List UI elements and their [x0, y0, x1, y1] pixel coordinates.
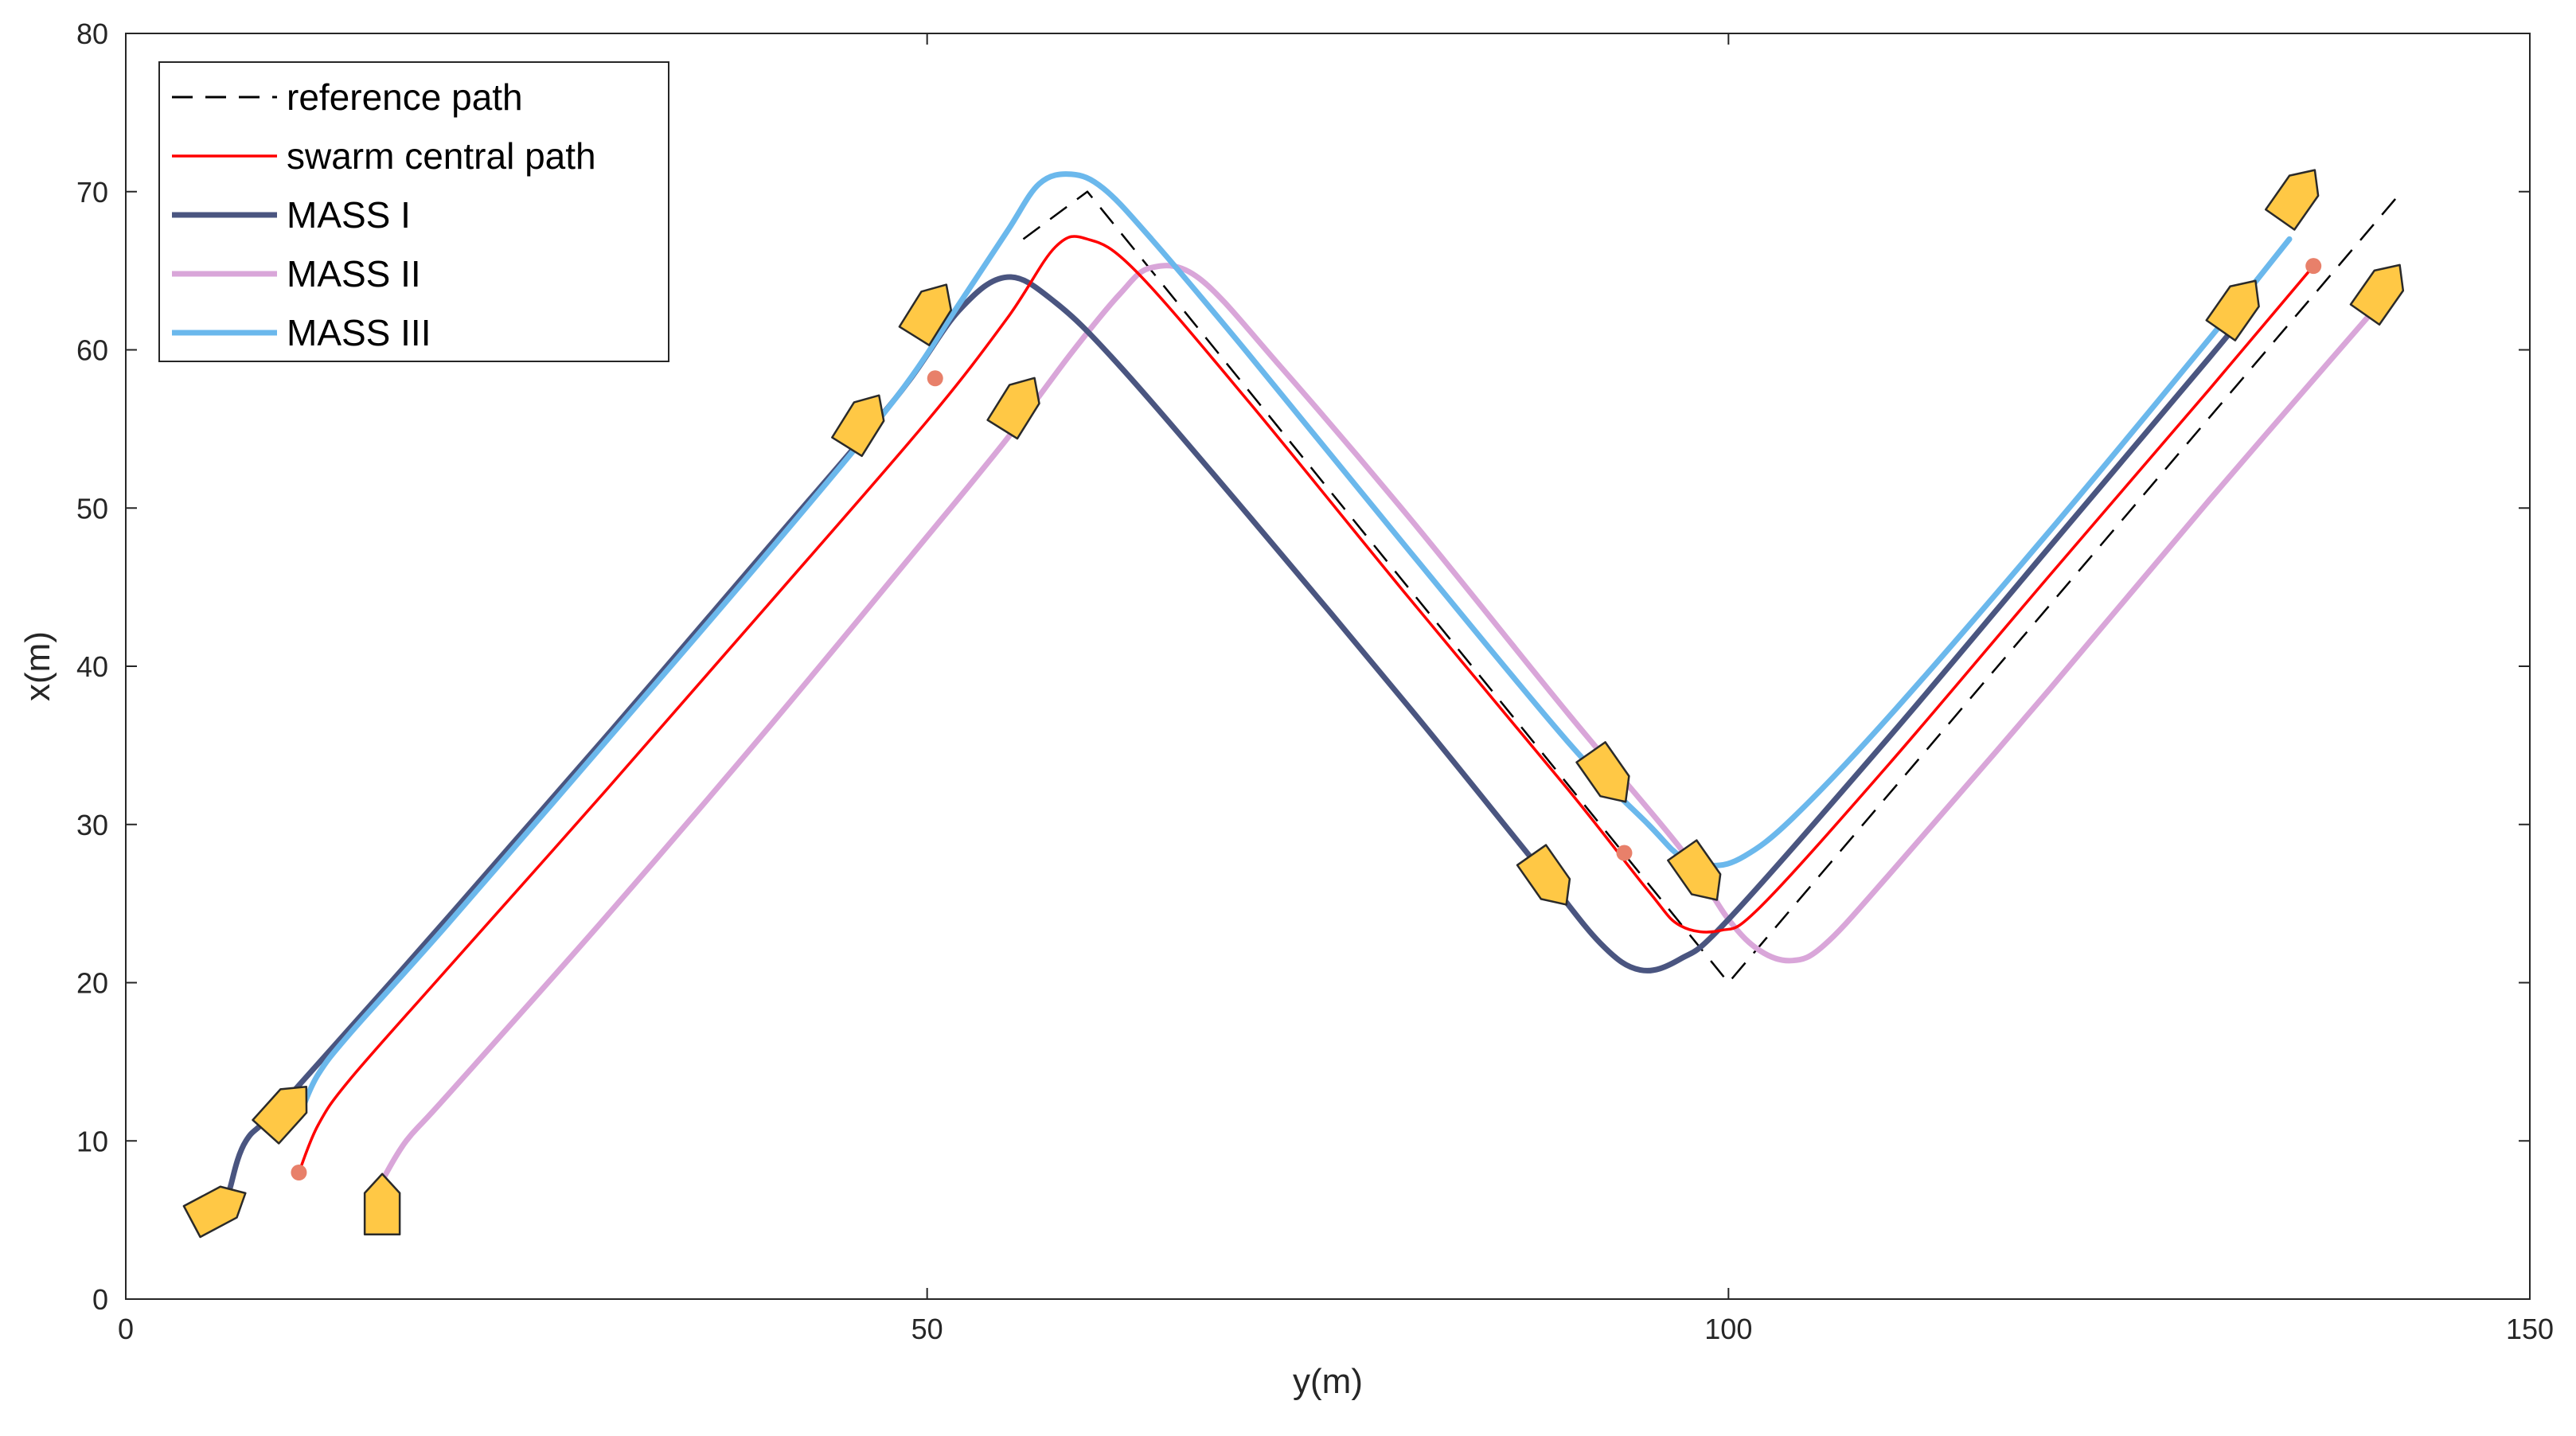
waypoint-marker — [2305, 258, 2322, 275]
legend: reference path swarm central path MASS I MA… — [158, 61, 669, 362]
y-axis-label: x(m) — [18, 631, 57, 701]
ship-icon — [2205, 279, 2260, 341]
y-tick-label: 0 — [92, 1283, 108, 1316]
y-tick-label: 60 — [76, 334, 108, 367]
ship-hull — [898, 283, 953, 346]
y-tick-label: 10 — [76, 1125, 108, 1157]
ship-icon — [1516, 844, 1571, 906]
x-tick-label: 150 — [2506, 1313, 2554, 1345]
ship-icon — [986, 377, 1040, 440]
ship-hull — [1667, 839, 1722, 901]
series-line-reference — [1022, 190, 2402, 984]
y-tick-label: 40 — [76, 650, 108, 683]
ship-hull — [831, 394, 885, 458]
ship-icon — [898, 283, 953, 346]
series-line-mass1 — [227, 274, 2245, 1192]
ship-icon — [182, 1185, 247, 1239]
y-tick-label: 30 — [76, 809, 108, 841]
ship-hull — [363, 1173, 401, 1235]
waypoint-marker — [291, 1165, 307, 1180]
ship-hull — [2349, 263, 2405, 326]
y-tick-label: 50 — [76, 492, 108, 525]
ship-icon — [1667, 839, 1722, 901]
series-line-central — [297, 235, 2315, 1174]
legend-box — [158, 61, 669, 362]
waypoint-marker — [927, 370, 943, 387]
x-tick-label: 100 — [1704, 1313, 1752, 1345]
legend-label-mass1: MASS I — [287, 194, 411, 236]
waypoint-markers — [291, 258, 2322, 1180]
x-tick-label: 0 — [118, 1313, 134, 1345]
x-axis-label: y(m) — [1293, 1362, 1363, 1401]
ship-icon — [831, 394, 885, 458]
series-line-mass3 — [299, 171, 2293, 1112]
legend-label-central: swarm central path — [287, 135, 596, 177]
ship-icon — [2349, 263, 2405, 326]
ship-hull — [1516, 844, 1571, 906]
y-tick-label: 70 — [76, 176, 108, 209]
ship-hull — [2264, 169, 2320, 231]
legend-label-mass2: MASS II — [287, 253, 421, 295]
ship-icon — [1575, 741, 1630, 803]
x-tick-label: 50 — [911, 1313, 943, 1345]
waypoint-marker — [1616, 845, 1633, 861]
ship-hull — [1575, 741, 1630, 803]
ship-icon — [252, 1086, 308, 1145]
series-line-mass2 — [379, 263, 2397, 1184]
ship-icons — [182, 169, 2405, 1239]
ship-hull — [182, 1185, 247, 1239]
ship-hull — [986, 377, 1040, 440]
ship-hull — [252, 1086, 308, 1145]
axis-ticks: 0 50 100 150 0 10 20 30 40 50 60 70 80 — [76, 18, 2554, 1345]
legend-label-mass3: MASS III — [287, 312, 431, 353]
ship-hull — [2205, 279, 2260, 341]
y-tick-label: 20 — [76, 967, 108, 1000]
series-lines — [227, 171, 2402, 1192]
ship-icon — [2264, 169, 2320, 231]
ship-icon — [363, 1173, 401, 1235]
y-tick-label: 80 — [76, 18, 108, 50]
legend-label-reference: reference path — [287, 76, 523, 118]
